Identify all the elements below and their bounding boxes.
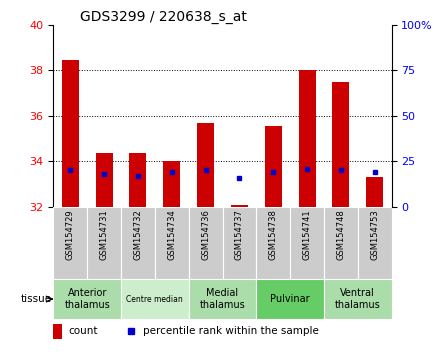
Bar <box>366 177 383 207</box>
Text: percentile rank within the sample: percentile rank within the sample <box>143 326 319 336</box>
Bar <box>53 324 62 338</box>
Text: GSM154748: GSM154748 <box>336 209 345 260</box>
Bar <box>265 126 282 207</box>
Bar <box>189 279 256 319</box>
Text: Pulvinar: Pulvinar <box>270 294 310 304</box>
Bar <box>96 153 113 207</box>
Text: Ventral
thalamus: Ventral thalamus <box>335 288 380 310</box>
Text: GDS3299 / 220638_s_at: GDS3299 / 220638_s_at <box>81 10 247 24</box>
Bar <box>222 207 256 279</box>
Bar <box>197 122 214 207</box>
Text: GSM154736: GSM154736 <box>201 209 210 260</box>
Bar <box>324 207 358 279</box>
Bar <box>231 205 248 207</box>
Text: GSM154729: GSM154729 <box>66 209 75 259</box>
Bar <box>358 207 392 279</box>
Text: GSM154741: GSM154741 <box>303 209 312 259</box>
Text: Centre median: Centre median <box>126 295 183 304</box>
Bar <box>324 279 392 319</box>
Text: GSM154738: GSM154738 <box>269 209 278 260</box>
Bar <box>256 279 324 319</box>
Bar <box>121 207 155 279</box>
Bar <box>163 161 180 207</box>
Text: count: count <box>69 326 98 336</box>
Text: GSM154734: GSM154734 <box>167 209 176 260</box>
Bar <box>53 207 87 279</box>
Bar <box>189 207 222 279</box>
Bar <box>256 207 290 279</box>
Bar <box>299 70 316 207</box>
Text: GSM154732: GSM154732 <box>134 209 142 260</box>
Text: tissue: tissue <box>20 294 51 304</box>
Bar <box>87 207 121 279</box>
Text: Anterior
thalamus: Anterior thalamus <box>65 288 110 310</box>
Bar <box>155 207 189 279</box>
Bar <box>53 279 121 319</box>
Text: Medial
thalamus: Medial thalamus <box>200 288 245 310</box>
Text: GSM154731: GSM154731 <box>100 209 109 260</box>
Bar <box>290 207 324 279</box>
Text: GSM154753: GSM154753 <box>370 209 379 260</box>
Bar <box>121 279 189 319</box>
Text: GSM154737: GSM154737 <box>235 209 244 260</box>
Bar <box>129 153 146 207</box>
Bar <box>332 82 349 207</box>
Bar <box>62 60 79 207</box>
